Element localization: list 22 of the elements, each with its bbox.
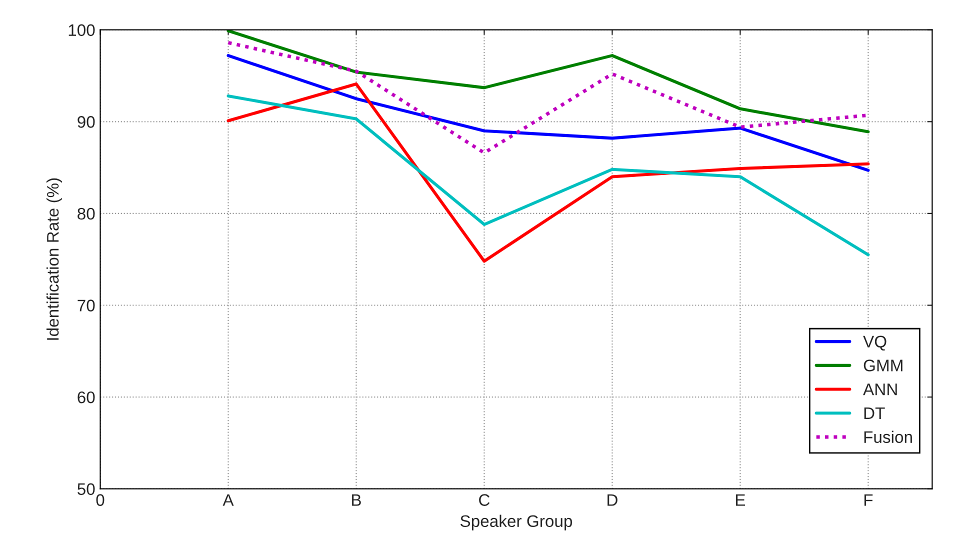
x-tick-label: A xyxy=(222,494,234,506)
x-axis-title: Speaker Group xyxy=(460,514,572,530)
legend-label: GMM xyxy=(864,360,902,372)
line-series xyxy=(226,30,870,134)
y-tick-label: 100 xyxy=(68,24,95,36)
x-tick-label: 0 xyxy=(96,494,104,506)
x-tick-label: E xyxy=(736,494,746,506)
x-tick-label: B xyxy=(352,494,361,506)
y-tick-label: 80 xyxy=(78,208,95,220)
y-tick-label: 90 xyxy=(78,116,95,128)
y-axis-title: Identification Rate (%) xyxy=(46,178,62,340)
y-tick-label: 50 xyxy=(78,483,95,496)
legend-label: ANN xyxy=(863,384,897,396)
y-tick-label: 60 xyxy=(78,391,95,404)
x-tick-label: D xyxy=(608,494,618,506)
y-tick-label: 70 xyxy=(78,300,95,312)
legend-label: Fusion xyxy=(864,430,912,444)
line-series xyxy=(226,54,870,172)
x-tick-label: C xyxy=(479,494,490,506)
x-tick-label: F xyxy=(864,494,873,506)
legend-label: DT xyxy=(864,408,885,419)
legend-label: VQ xyxy=(863,336,886,351)
